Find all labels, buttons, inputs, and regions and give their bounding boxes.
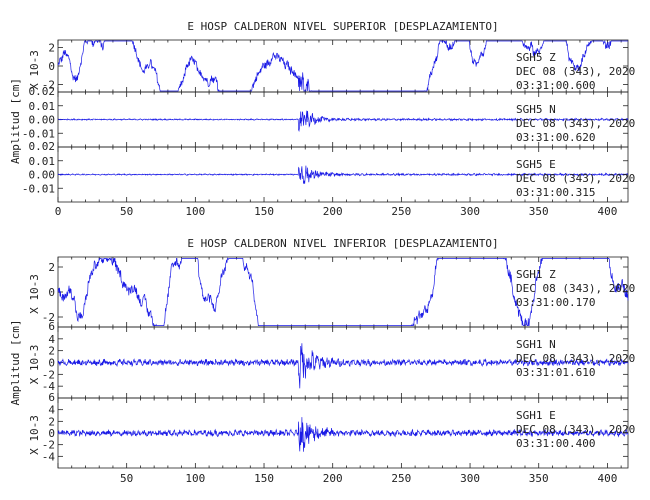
date-label: DEC 08 (343), 2020 [516,352,635,365]
station-label: SGH5 E [516,158,556,171]
x-tick-label: 250 [391,205,411,218]
date-label: DEC 08 (343), 2020 [516,117,635,130]
x-tick-label: 300 [460,205,480,218]
waveform-line [57,165,628,184]
y-tick-label: 0 [48,357,55,370]
y-tick-label: -2 [42,311,55,324]
y-axis-label: Amplitud [cm] [9,78,22,164]
x-tick-label: 350 [529,472,549,485]
x-tick-label: 400 [597,205,617,218]
waveform-line [57,417,629,452]
y-tick-label: -0.01 [22,127,55,140]
y-tick-label: -2 [42,368,55,381]
y-tick-label: 0.02 [29,85,56,98]
unit-label: X 10-3 [28,415,41,455]
y-tick-label: 0 [48,60,55,73]
y-tick-label: -4 [42,380,56,393]
x-tick-label: 200 [323,205,343,218]
y-tick-label: 0 [48,427,55,440]
y-tick-label: 0 [48,286,55,299]
waveform-line [57,110,629,133]
waveform-line [57,39,628,92]
x-tick-label: 150 [254,472,274,485]
y-tick-label: 0.00 [29,114,56,127]
x-tick-label: 200 [323,472,343,485]
time-label: 03:31:00.620 [516,131,595,144]
station-label: SGH1 E [516,409,556,422]
unit-label: X 10-3 [28,274,41,314]
x-tick-label: 100 [185,205,205,218]
date-label: DEC 08 (343), 2020 [516,423,635,436]
chart-title: E HOSP CALDERON NIVEL INFERIOR [DESPLAZA… [187,237,498,250]
date-label: DEC 08 (343), 2020 [516,172,635,185]
y-tick-label: -2 [42,79,55,92]
y-tick-label: 2 [48,261,55,274]
station-label: SGH5 N [516,103,556,116]
station-label: SGH1 Z [516,268,556,281]
x-tick-label: 350 [529,205,549,218]
x-tick-label: 50 [120,205,133,218]
time-label: 03:31:00.315 [516,186,595,199]
y-tick-label: 4 [48,404,55,417]
y-tick-label: 0.01 [29,155,56,168]
unit-label: X 10-3 [28,345,41,385]
x-tick-label: 150 [254,205,274,218]
station-label: SGH1 N [516,338,556,351]
y-tick-label: 0.01 [29,100,56,113]
unit-label: X 10-3 [28,50,41,90]
y-tick-label: 2 [48,415,55,428]
y-tick-label: 6 [48,391,55,404]
x-tick-label: 50 [120,472,133,485]
time-label: 03:31:01.610 [516,366,595,379]
y-tick-label: 0.02 [29,140,56,153]
y-axis-label: Amplitud [cm] [9,319,22,405]
y-tick-label: -2 [42,439,55,452]
waveform-line [57,257,629,327]
station-label: SGH5 Z [516,51,556,64]
figure-2: E HOSP CALDERON NIVEL INFERIOR [DESPLAZA… [9,237,635,485]
x-tick-label: 250 [391,472,411,485]
y-tick-label: 4 [48,333,55,346]
y-tick-label: -4 [42,450,56,463]
x-tick-label: 0 [55,205,62,218]
time-label: 03:31:00.400 [516,437,595,450]
figure-1: E HOSP CALDERON NIVEL SUPERIOR [DESPLAZA… [9,20,635,218]
y-tick-label: 2 [48,41,55,54]
x-tick-label: 100 [185,472,205,485]
x-tick-label: 300 [460,472,480,485]
y-tick-label: 2 [48,345,55,358]
waveform-line [57,343,629,389]
y-tick-label: 0.00 [29,169,56,182]
date-label: DEC 08 (343), 2020 [516,65,635,78]
y-tick-label: 6 [48,320,55,333]
time-label: 03:31:00.600 [516,79,595,92]
date-label: DEC 08 (343), 2020 [516,282,635,295]
x-tick-label: 400 [597,472,617,485]
time-label: 03:31:00.170 [516,296,595,309]
y-tick-label: -0.01 [22,182,55,195]
chart-title: E HOSP CALDERON NIVEL SUPERIOR [DESPLAZA… [187,20,498,33]
